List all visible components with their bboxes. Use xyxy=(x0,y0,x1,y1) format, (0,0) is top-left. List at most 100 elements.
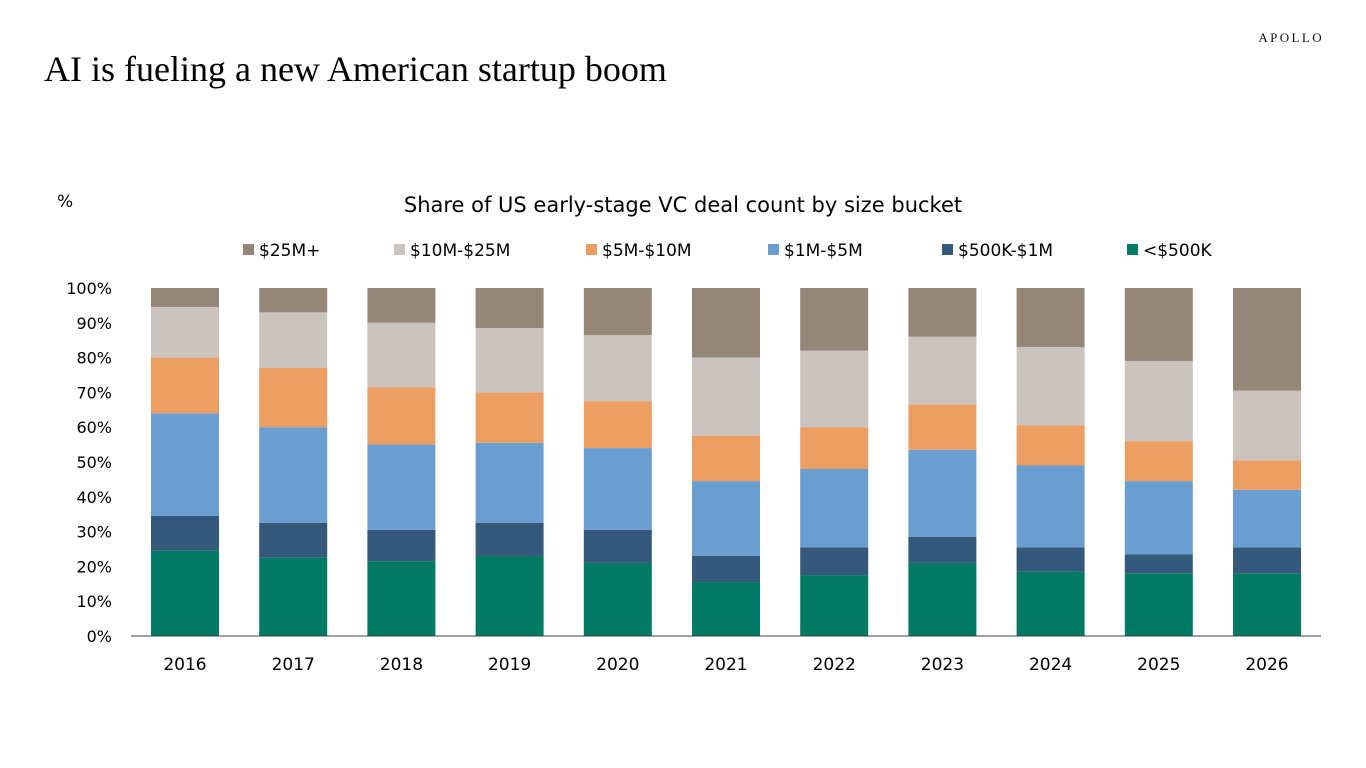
y-tick-label: 80% xyxy=(76,349,112,368)
bar-segment-500k-1m-2023 xyxy=(908,536,977,563)
bar-segment-10m-25m-2017 xyxy=(259,312,328,369)
bar-segment-500k-2016 xyxy=(151,550,219,636)
bar-segment-500k-2018 xyxy=(367,561,436,636)
bar-segment-25m-2016 xyxy=(151,288,219,308)
bar-segment-25m-2024 xyxy=(1016,288,1085,348)
x-tick-label: 2025 xyxy=(1137,655,1180,675)
bar-segment-1m-5m-2016 xyxy=(151,413,219,516)
bar-segment-25m-2020 xyxy=(583,288,652,335)
bar-segment-5m-10m-2020 xyxy=(583,401,652,449)
bar-segment-10m-25m-2021 xyxy=(692,357,760,436)
bar-segment-500k-1m-2018 xyxy=(367,529,436,562)
y-axis-unit-label: % xyxy=(57,192,73,212)
bar-segment-10m-25m-2016 xyxy=(151,307,219,358)
legend-swatch-10m-25m xyxy=(394,244,405,255)
x-tick-label: 2022 xyxy=(813,655,856,675)
y-tick-label: 50% xyxy=(76,453,112,472)
legend-swatch-500k xyxy=(1127,244,1138,255)
bar-segment-5m-10m-2019 xyxy=(475,392,544,443)
y-tick-label: 10% xyxy=(76,592,112,611)
bar-segment-500k-2019 xyxy=(475,555,544,636)
legend-label-500k-1m: $500K-$1M xyxy=(958,241,1053,261)
y-tick-label: 100% xyxy=(66,279,112,298)
chart-legend: $25M+ $10M-$25M $5M-$10M $1M-$5M $500K-$1M <$… xyxy=(243,241,1213,261)
y-tick-label: 0% xyxy=(87,627,112,646)
legend-swatch-500k-1m xyxy=(942,244,953,255)
bar-segment-500k-1m-2016 xyxy=(151,515,219,551)
bar-segment-25m-2022 xyxy=(800,288,869,351)
legend-label-5m-10m: $5M-$10M xyxy=(602,241,692,261)
legend-label-500k: <$500K xyxy=(1143,241,1213,261)
x-tick-label: 2018 xyxy=(380,655,423,675)
bar-segment-500k-1m-2019 xyxy=(475,522,544,556)
bar-segment-1m-5m-2026 xyxy=(1233,489,1301,548)
chart-title: Share of US early-stage VC deal count by… xyxy=(404,193,962,217)
bar-segment-5m-10m-2025 xyxy=(1124,441,1193,482)
bar-segment-10m-25m-2022 xyxy=(800,350,869,428)
x-tick-label: 2016 xyxy=(163,655,206,675)
bar-segment-5m-10m-2026 xyxy=(1233,460,1301,490)
y-tick-label: 90% xyxy=(76,314,112,333)
bar-segment-10m-25m-2026 xyxy=(1233,390,1301,461)
legend-label-1m-5m: $1M-$5M xyxy=(784,241,863,261)
bar-segment-500k-1m-2017 xyxy=(259,522,328,558)
bar-segment-1m-5m-2019 xyxy=(475,442,544,523)
bars xyxy=(151,288,1301,636)
bar-segment-25m-2023 xyxy=(908,288,977,337)
y-tick-label: 40% xyxy=(76,488,112,507)
bar-segment-1m-5m-2017 xyxy=(259,427,328,523)
bar-segment-5m-10m-2016 xyxy=(151,357,219,414)
bar-segment-500k-1m-2022 xyxy=(800,547,869,576)
bar-segment-500k-2024 xyxy=(1016,571,1085,636)
bar-segment-5m-10m-2023 xyxy=(908,404,977,450)
y-axis: 0% 10% 20% 30% 40% 50% 60% 70% 80% 90% 100% xyxy=(66,279,112,646)
legend-swatch-25m xyxy=(243,244,254,255)
bar-segment-5m-10m-2024 xyxy=(1016,425,1085,466)
bar-segment-500k-1m-2021 xyxy=(692,555,760,583)
bar-segment-500k-2020 xyxy=(583,562,652,636)
y-tick-label: 60% xyxy=(76,418,112,437)
y-tick-label: 30% xyxy=(76,523,112,542)
bar-segment-10m-25m-2025 xyxy=(1124,361,1193,442)
bar-segment-25m-2019 xyxy=(475,288,544,329)
x-tick-label: 2026 xyxy=(1245,655,1288,675)
legend-swatch-5m-10m xyxy=(586,244,597,255)
legend-label-10m-25m: $10M-$25M xyxy=(410,241,510,261)
x-tick-label: 2024 xyxy=(1029,655,1072,675)
bar-segment-500k-2025 xyxy=(1124,573,1193,636)
bar-segment-25m-2026 xyxy=(1233,288,1301,391)
bar-segment-500k-2026 xyxy=(1233,573,1301,636)
bar-segment-5m-10m-2022 xyxy=(800,427,869,469)
x-tick-label: 2019 xyxy=(488,655,531,675)
bar-segment-500k-1m-2024 xyxy=(1016,547,1085,572)
legend-label-25m: $25M+ xyxy=(259,241,320,261)
bar-segment-10m-25m-2024 xyxy=(1016,347,1085,426)
bar-segment-10m-25m-2020 xyxy=(583,334,652,402)
bar-segment-10m-25m-2018 xyxy=(367,322,436,388)
bar-segment-1m-5m-2023 xyxy=(908,449,977,537)
bar-segment-10m-25m-2023 xyxy=(908,336,977,405)
y-tick-label: 20% xyxy=(76,557,112,576)
bar-segment-500k-2017 xyxy=(259,557,328,636)
bar-segment-1m-5m-2020 xyxy=(583,448,652,530)
bar-segment-1m-5m-2022 xyxy=(800,468,869,548)
bar-segment-1m-5m-2024 xyxy=(1016,465,1085,548)
x-tick-label: 2020 xyxy=(596,655,639,675)
bar-segment-500k-1m-2020 xyxy=(583,529,652,563)
bar-segment-5m-10m-2021 xyxy=(692,435,760,482)
bar-segment-5m-10m-2017 xyxy=(259,368,328,428)
y-tick-label: 70% xyxy=(76,383,112,402)
bar-segment-25m-2025 xyxy=(1124,288,1193,362)
legend-swatch-1m-5m xyxy=(768,244,779,255)
bar-segment-1m-5m-2025 xyxy=(1124,481,1193,555)
bar-segment-500k-1m-2025 xyxy=(1124,554,1193,574)
bar-segment-1m-5m-2018 xyxy=(367,444,436,530)
bar-segment-25m-2021 xyxy=(692,288,760,358)
bar-segment-500k-2021 xyxy=(692,582,760,636)
x-tick-label: 2017 xyxy=(272,655,315,675)
bar-segment-5m-10m-2018 xyxy=(367,387,436,445)
bar-segment-10m-25m-2019 xyxy=(475,328,544,393)
bar-segment-25m-2017 xyxy=(259,288,328,313)
x-axis: 2016 2017 2018 2019 2020 2021 2022 2023 2024 2025… xyxy=(163,655,1288,675)
